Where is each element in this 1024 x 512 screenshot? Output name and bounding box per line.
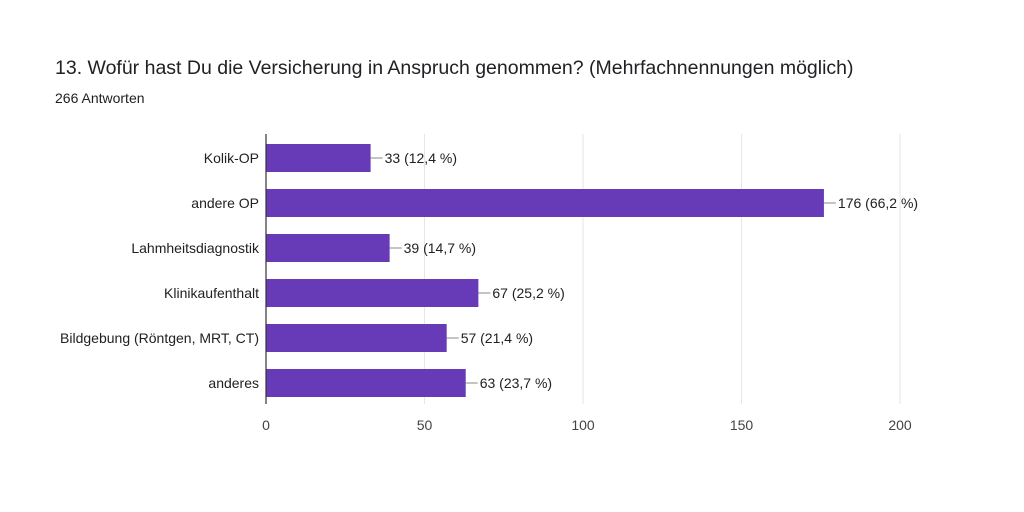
category-label-4: Bildgebung (Röntgen, MRT, CT) (60, 330, 259, 346)
bar-0 (266, 144, 371, 172)
bar-5 (266, 369, 466, 397)
data-label-4: 57 (21,4 %) (461, 330, 533, 346)
x-tick-label-150: 150 (730, 417, 754, 433)
category-label-3: Klinikaufenthalt (164, 285, 259, 301)
data-label-0: 33 (12,4 %) (385, 150, 457, 166)
bar-1 (266, 189, 824, 217)
bars (266, 144, 824, 397)
x-tick-label-0: 0 (262, 417, 270, 433)
response-count: 266 Antworten (55, 90, 145, 106)
bar-2 (266, 234, 390, 262)
grid-lines (424, 134, 901, 404)
x-tick-label-50: 50 (417, 417, 433, 433)
category-label-0: Kolik-OP (204, 150, 259, 166)
labels: 33 (12,4 %) Kolik-OP 176 (66,2 %) andere OP… (60, 150, 918, 433)
x-tick-label-200: 200 (888, 417, 912, 433)
category-label-5: anderes (208, 375, 259, 391)
bar-4 (266, 324, 447, 352)
data-label-1: 176 (66,2 %) (838, 195, 918, 211)
category-label-1: andere OP (191, 195, 259, 211)
data-label-2: 39 (14,7 %) (404, 240, 476, 256)
data-label-3: 67 (25,2 %) (492, 285, 564, 301)
data-label-5: 63 (23,7 %) (480, 375, 552, 391)
chart-title: 13. Wofür hast Du die Versicherung in An… (55, 57, 854, 79)
bar-3 (266, 279, 479, 307)
x-tick-label-100: 100 (571, 417, 595, 433)
category-label-2: Lahmheitsdiagnostik (131, 240, 260, 256)
label-connectors (370, 157, 836, 384)
